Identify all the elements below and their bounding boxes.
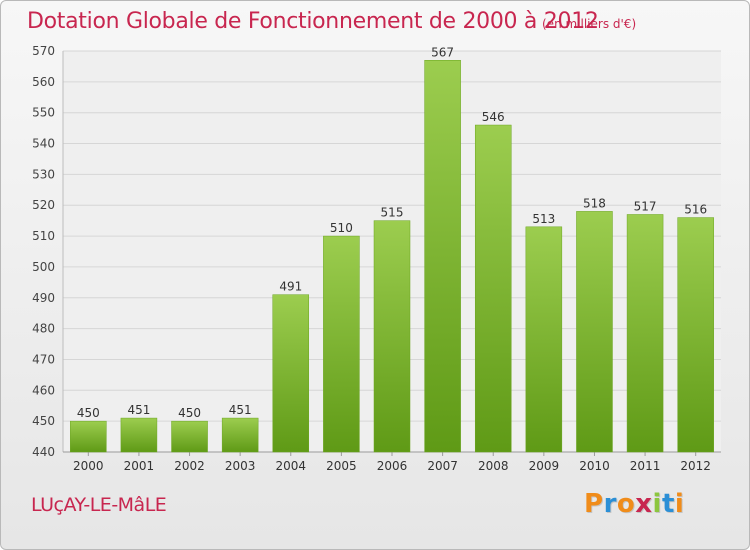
data-label-2008: 546 xyxy=(482,110,505,124)
logo-letter: x xyxy=(635,489,653,519)
bar-2005 xyxy=(323,235,360,453)
data-label-2007: 567 xyxy=(431,45,454,59)
bar-2001 xyxy=(120,417,158,453)
unit-note: (en milliers d'€) xyxy=(542,17,637,31)
bar-2008 xyxy=(474,124,512,453)
x-tick-label-2005: 2005 xyxy=(326,459,357,473)
x-tick-label-2003: 2003 xyxy=(225,459,256,473)
x-tick-label-2000: 2000 xyxy=(73,459,104,473)
bar-2009 xyxy=(525,226,563,453)
data-label-2012: 516 xyxy=(684,203,707,217)
y-tick-label: 520 xyxy=(32,198,55,212)
y-tick-label: 450 xyxy=(32,414,55,428)
y-tick-label: 440 xyxy=(32,445,55,459)
x-tick-label-2004: 2004 xyxy=(275,459,306,473)
bar-2000 xyxy=(70,420,107,453)
x-tick-label-2012: 2012 xyxy=(680,459,711,473)
y-tick-label: 470 xyxy=(32,352,55,366)
x-tick-label-2007: 2007 xyxy=(427,459,458,473)
x-tick-label-2010: 2010 xyxy=(579,459,610,473)
x-tick-label-2009: 2009 xyxy=(529,459,560,473)
data-label-2002: 450 xyxy=(178,406,201,420)
y-tick-label: 490 xyxy=(32,291,55,305)
bar-2006 xyxy=(373,220,411,453)
data-label-2011: 517 xyxy=(634,199,657,213)
data-label-2005: 510 xyxy=(330,221,353,235)
data-label-2009: 513 xyxy=(532,212,555,226)
commune-name: LUçAY-LE-MâLE xyxy=(31,494,167,516)
data-label-2000: 450 xyxy=(77,406,100,420)
logo-letter: o xyxy=(616,489,636,519)
y-tick-label: 480 xyxy=(32,322,55,336)
bar-2011 xyxy=(626,214,664,453)
y-tick-label: 510 xyxy=(32,229,55,243)
logo-letter: t xyxy=(661,489,675,519)
y-tick-label: 460 xyxy=(32,383,55,397)
x-tick-label-2006: 2006 xyxy=(377,459,408,473)
x-tick-label-2008: 2008 xyxy=(478,459,509,473)
logo-letter: i xyxy=(674,489,685,519)
x-tick-label-2002: 2002 xyxy=(174,459,205,473)
y-tick-label: 570 xyxy=(32,44,55,58)
chart-title: Dotation Globale de Fonctionnement de 20… xyxy=(27,9,599,34)
data-label-2006: 515 xyxy=(381,206,404,220)
logo-letter: P xyxy=(584,489,604,519)
y-tick-label: 500 xyxy=(32,260,55,274)
bar-2004 xyxy=(272,294,310,453)
y-tick-label: 560 xyxy=(32,75,55,89)
data-label-2010: 518 xyxy=(583,196,606,210)
x-tick-label-2011: 2011 xyxy=(630,459,661,473)
x-tick-label-2001: 2001 xyxy=(124,459,155,473)
bar-2002 xyxy=(171,420,208,453)
data-label-2004: 491 xyxy=(279,280,302,294)
proxiti-logo: Proxiti xyxy=(584,489,684,519)
y-tick-label: 540 xyxy=(32,137,55,151)
logo-letter: i xyxy=(652,489,662,519)
bar-2003 xyxy=(221,417,259,453)
logo-letter: r xyxy=(603,489,617,519)
data-label-2001: 451 xyxy=(127,403,150,417)
y-tick-label: 530 xyxy=(32,167,55,181)
bar-2012 xyxy=(677,217,714,453)
data-label-2003: 451 xyxy=(229,403,252,417)
y-tick-label: 550 xyxy=(32,106,55,120)
bar-2007 xyxy=(424,60,461,453)
bar-2010 xyxy=(576,211,613,453)
